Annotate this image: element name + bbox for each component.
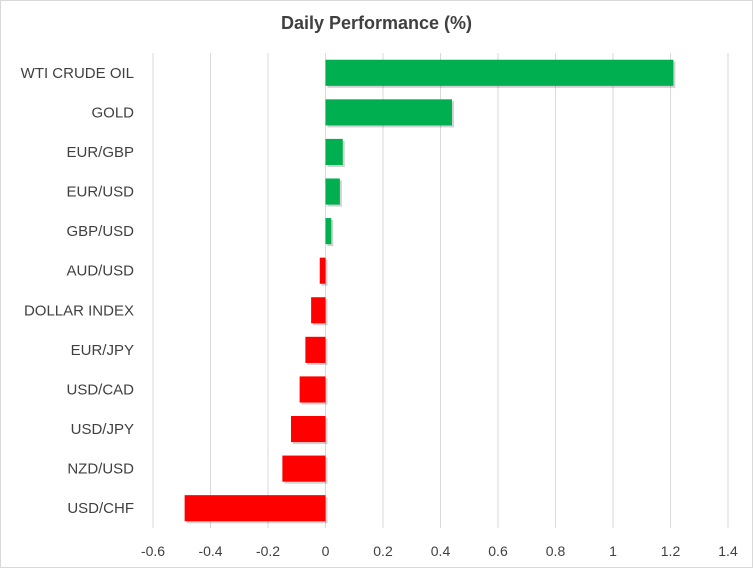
category-label: USD/CHF	[67, 500, 134, 517]
bar	[311, 297, 326, 324]
chart-title: Daily Performance (%)	[280, 13, 473, 33]
category-label: EUR/JPY	[71, 342, 134, 359]
bar	[319, 257, 326, 284]
bar	[325, 178, 340, 205]
x-tick-label: 1.4	[718, 543, 738, 559]
bar	[184, 495, 326, 522]
category-label: AUD/USD	[66, 263, 134, 280]
bar	[299, 376, 326, 403]
category-label: USD/JPY	[71, 421, 134, 438]
x-tick-label: 0.4	[431, 543, 451, 559]
category-label: DOLLAR INDEX	[24, 302, 134, 319]
x-tick-label: 1.2	[661, 543, 681, 559]
category-label: USD/CAD	[66, 381, 134, 398]
bar	[325, 218, 332, 245]
bar	[305, 336, 326, 363]
x-tick-label: 0.2	[373, 543, 393, 559]
x-tick-label: 0	[322, 543, 330, 559]
bar	[282, 455, 326, 482]
category-label: EUR/USD	[66, 184, 134, 201]
x-tick-label: -0.4	[198, 543, 222, 559]
bar	[325, 99, 452, 126]
category-label: NZD/USD	[67, 461, 134, 478]
bar	[291, 415, 326, 443]
x-tick-label: 0.6	[488, 543, 508, 559]
category-label: GBP/USD	[66, 223, 134, 240]
x-tick-label: -0.6	[141, 543, 165, 559]
category-label: WTI CRUDE OIL	[21, 65, 134, 82]
x-tick-label: -0.2	[256, 543, 280, 559]
x-tick-label: 1	[609, 543, 617, 559]
category-label: EUR/GBP	[66, 144, 134, 161]
bar	[325, 59, 674, 86]
x-tick-label: 0.8	[546, 543, 566, 559]
bar	[325, 138, 343, 166]
category-label: GOLD	[91, 104, 134, 121]
